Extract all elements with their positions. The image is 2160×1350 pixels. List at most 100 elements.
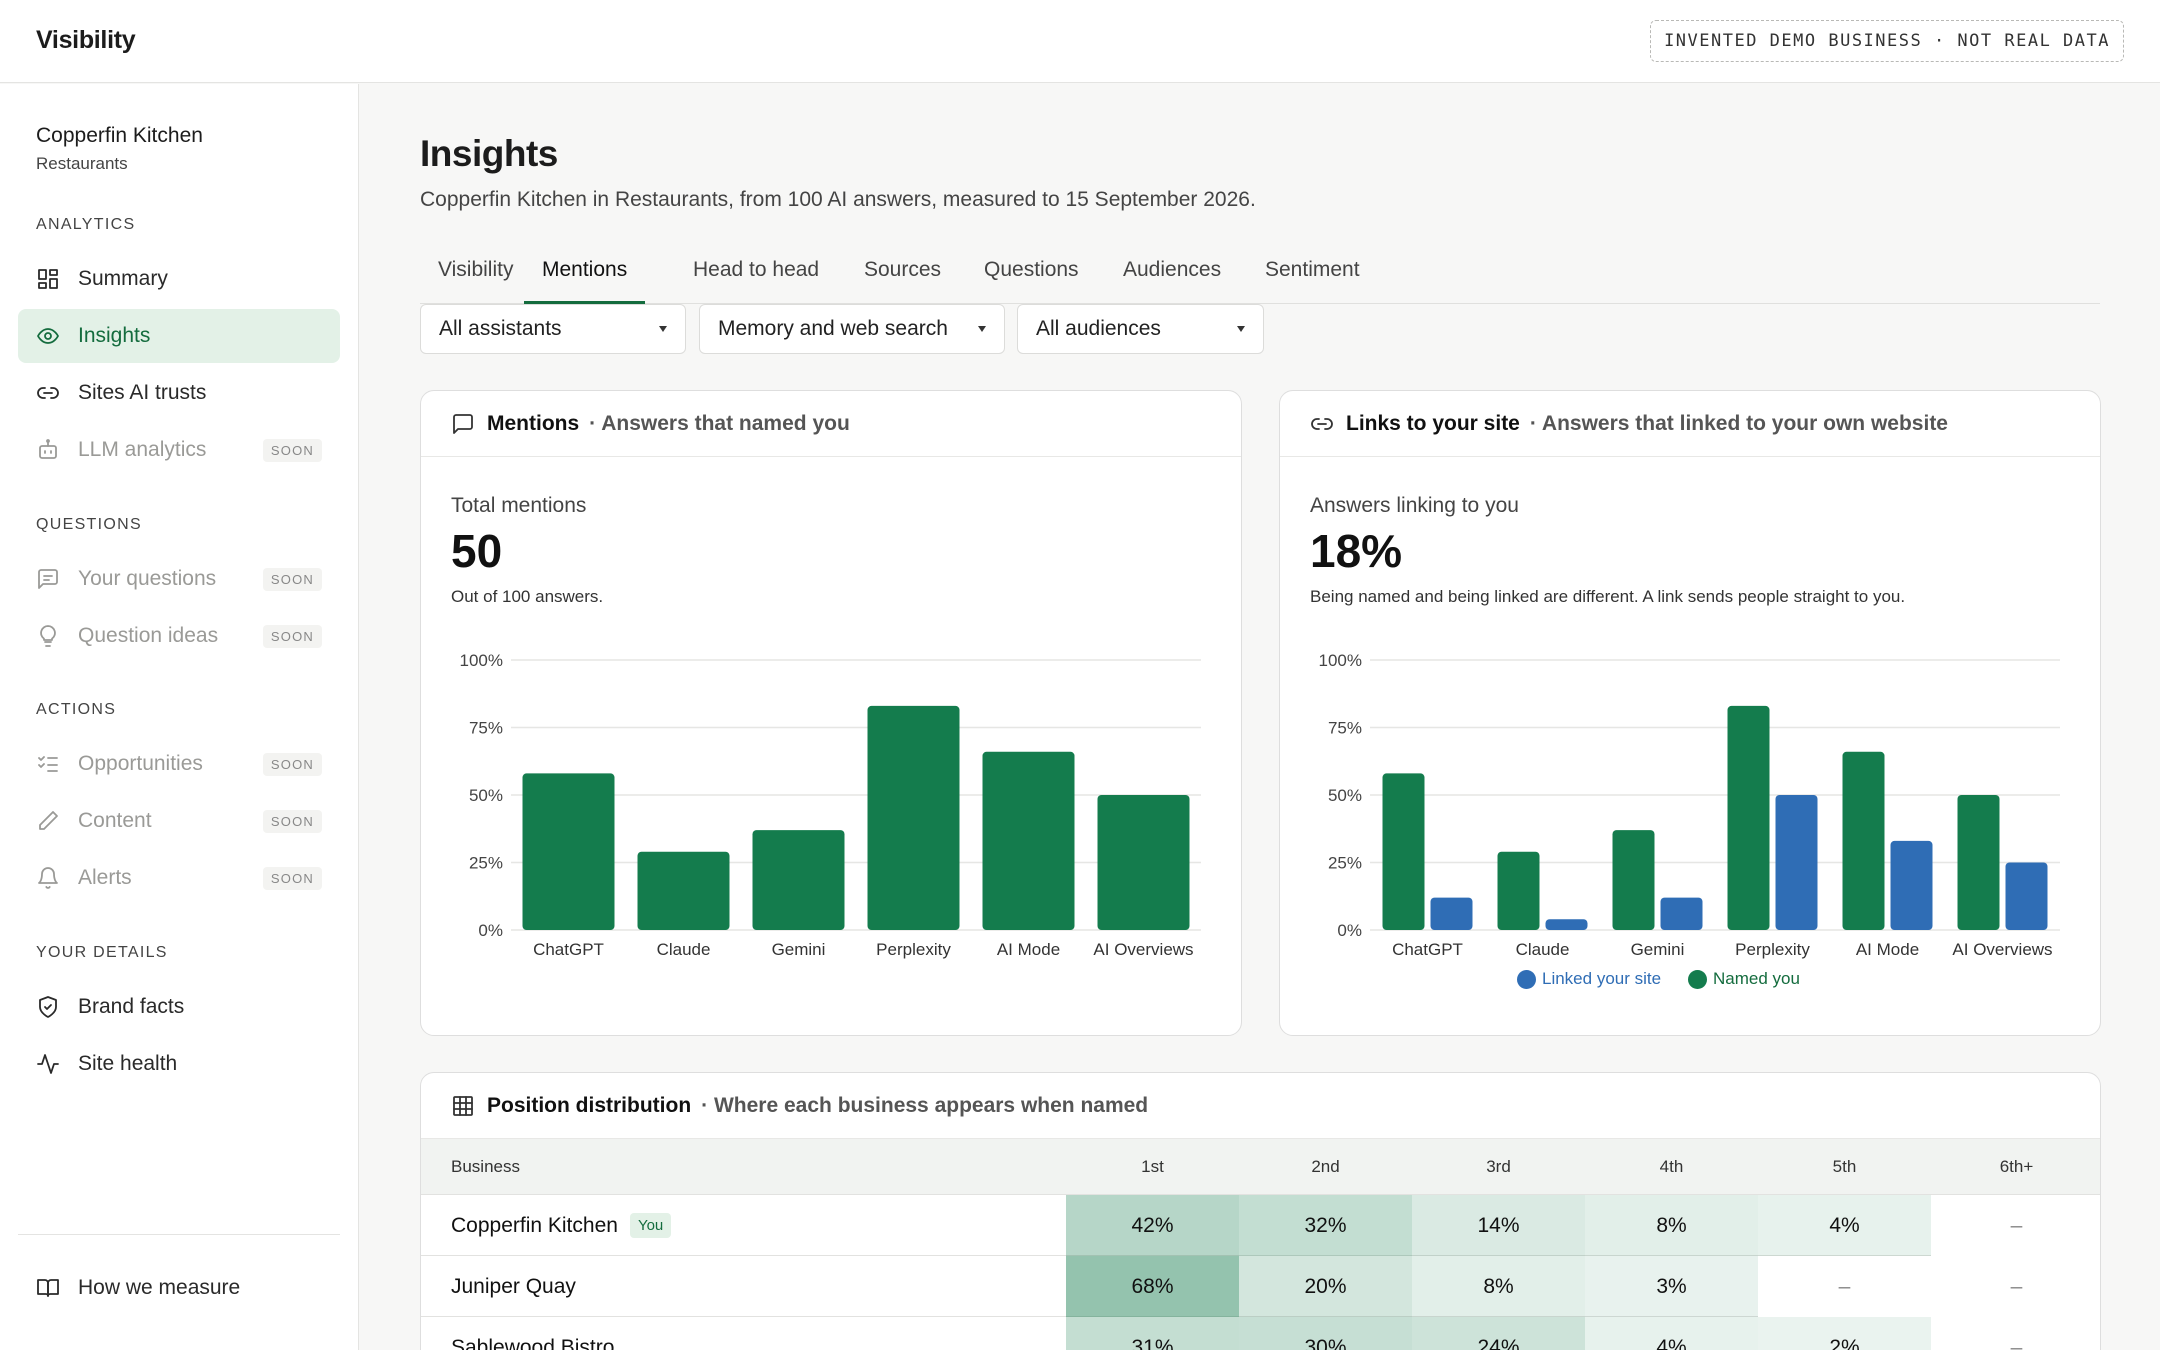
y-tick-label: 75% (1328, 719, 1362, 738)
sidebar-item-llm-analytics[interactable]: LLM analytics SOON (18, 423, 340, 477)
section-title-actions: ACTIONS (36, 701, 117, 718)
y-tick-label: 50% (1328, 786, 1362, 805)
table-header: Business 1st 2nd 3rd 4th 5th 6th+ (421, 1139, 2100, 1195)
bar-claude (1497, 851, 1540, 930)
kpi-label: Total mentions (451, 494, 587, 517)
x-tick-label: Perplexity (1735, 940, 1810, 959)
bar-ai-overviews (1097, 795, 1190, 930)
bar-gemini (1660, 897, 1703, 930)
sidebar-item-label: How we measure (78, 1276, 241, 1299)
position-cell: – (1758, 1256, 1931, 1317)
tab-sentiment[interactable]: Sentiment (1265, 258, 1360, 281)
page-subtitle: Copperfin Kitchen in Restaurants, from 1… (420, 188, 1256, 211)
x-tick-label: Perplexity (876, 940, 951, 959)
y-tick-label: 50% (469, 786, 503, 805)
section-title-details: YOUR DETAILS (36, 944, 168, 961)
sidebar-item-how-we-measure[interactable]: How we measure (18, 1261, 340, 1315)
kpi-note: Being named and being linked are differe… (1310, 587, 1906, 606)
sidebar-item-site-health[interactable]: Site health (18, 1037, 340, 1091)
y-tick-label: 0% (1337, 921, 1362, 940)
mentions-card-header: Mentions · Answers that named you (421, 391, 1241, 457)
legend-swatch (1688, 969, 1707, 989)
x-tick-label: Gemini (772, 940, 826, 959)
position-cell: 2% (1758, 1317, 1931, 1350)
tab-questions[interactable]: Questions (984, 258, 1079, 281)
y-tick-label: 25% (469, 854, 503, 873)
shield-check-icon (36, 995, 60, 1019)
bar-chatgpt (522, 773, 615, 930)
y-tick-label: 0% (478, 921, 503, 940)
app-title[interactable]: Visibility (36, 26, 136, 54)
sidebar-item-insights[interactable]: Insights (18, 309, 340, 363)
soon-badge: SOON (262, 753, 322, 776)
bar-perplexity (867, 705, 960, 930)
sidebar-item-label: Content (78, 809, 152, 832)
x-tick-label: AI Mode (997, 940, 1060, 959)
bar-ai-mode (1842, 751, 1885, 930)
tab-visibility[interactable]: Visibility (438, 258, 514, 281)
caret-down-icon (978, 326, 986, 332)
bar-claude (1545, 919, 1588, 930)
x-tick-label: AI Mode (1856, 940, 1919, 959)
bar-ai-overviews (1957, 795, 2000, 930)
soon-badge: SOON (262, 568, 322, 591)
kpi-note: Out of 100 answers. (451, 587, 604, 606)
position-cell: 8% (1412, 1256, 1585, 1317)
kpi-label: Answers linking to you (1310, 494, 1519, 517)
position-cell: 42% (1066, 1195, 1239, 1256)
sidebar-item-sites[interactable]: Sites AI trusts (18, 366, 340, 420)
legend-label: Named you (1713, 969, 1800, 988)
tab-bar: Visibility Mentions Head to head Sources… (420, 248, 2100, 304)
table-row[interactable]: Copperfin Kitchen You 42% 32% 14% 8% 4% – (421, 1195, 2100, 1256)
audience-select[interactable]: All audiences (1017, 304, 1264, 354)
column-header: 2nd (1311, 1157, 1340, 1176)
sidebar-item-label: Insights (78, 324, 151, 347)
tab-mentions[interactable]: Mentions (524, 258, 646, 304)
business-name-text: Juniper Quay (451, 1274, 576, 1298)
sidebar-item-question-ideas[interactable]: Question ideas SOON (18, 609, 340, 663)
business-category: Restaurants (36, 154, 128, 173)
sidebar-divider (18, 1234, 340, 1235)
sidebar-item-opportunities[interactable]: Opportunities SOON (18, 737, 340, 791)
sidebar-item-label: Sites AI trusts (78, 381, 207, 404)
link-icon (36, 381, 60, 405)
table-icon (453, 1095, 473, 1116)
tab-head-to-head[interactable]: Head to head (693, 258, 820, 281)
position-cell: 3% (1585, 1256, 1758, 1317)
sidebar-item-label: Your questions (78, 567, 217, 590)
sidebar-item-summary[interactable]: Summary (18, 252, 340, 306)
position-cell: 24% (1412, 1317, 1585, 1350)
business-name-cell: Juniper Quay (451, 1256, 576, 1317)
tab-sources[interactable]: Sources (864, 258, 942, 281)
soon-badge: SOON (262, 625, 322, 648)
sidebar-item-brand-facts[interactable]: Brand facts (18, 980, 340, 1034)
x-tick-label: ChatGPT (533, 940, 604, 959)
sidebar-item-alerts[interactable]: Alerts SOON (18, 851, 340, 905)
business-name-cell: Sablewood Bistro (451, 1317, 614, 1350)
table-row[interactable]: Sablewood Bistro 31% 30% 24% 4% 2% – (421, 1317, 2100, 1350)
x-tick-label: Claude (657, 940, 711, 959)
position-card-subtitle: · Where each business appears when named (701, 1093, 1149, 1117)
top-bar: Visibility INVENTED DEMO BUSINESS · NOT … (0, 0, 2160, 83)
bar-chatgpt (1430, 897, 1473, 930)
sidebar-item-label: Opportunities (78, 752, 203, 775)
y-tick-label: 100% (460, 651, 503, 670)
column-header: 4th (1659, 1157, 1684, 1176)
bar-perplexity (1775, 795, 1818, 930)
mode-select[interactable]: Memory and web search (699, 304, 1005, 354)
tab-audiences[interactable]: Audiences (1123, 258, 1222, 281)
column-header: 6th+ (1999, 1157, 2034, 1176)
sidebar-item-content[interactable]: Content SOON (18, 794, 340, 848)
sidebar-item-label: LLM analytics (78, 438, 207, 461)
table-row[interactable]: Juniper Quay 68% 20% 8% 3% – – (421, 1256, 2100, 1317)
message-square-icon (453, 413, 473, 434)
sidebar-item-your-questions[interactable]: Your questions SOON (18, 552, 340, 606)
assistant-select[interactable]: All assistants (420, 304, 686, 354)
bar-ai-mode (982, 751, 1075, 930)
position-cell: 4% (1758, 1195, 1931, 1256)
sidebar: Copperfin Kitchen Restaurants ANALYTICS … (0, 84, 359, 1350)
assistant-select-value: All assistants (439, 317, 562, 340)
pen-icon (36, 809, 60, 833)
soon-badge: SOON (262, 810, 322, 833)
mentions-card-title: Mentions (487, 411, 580, 435)
